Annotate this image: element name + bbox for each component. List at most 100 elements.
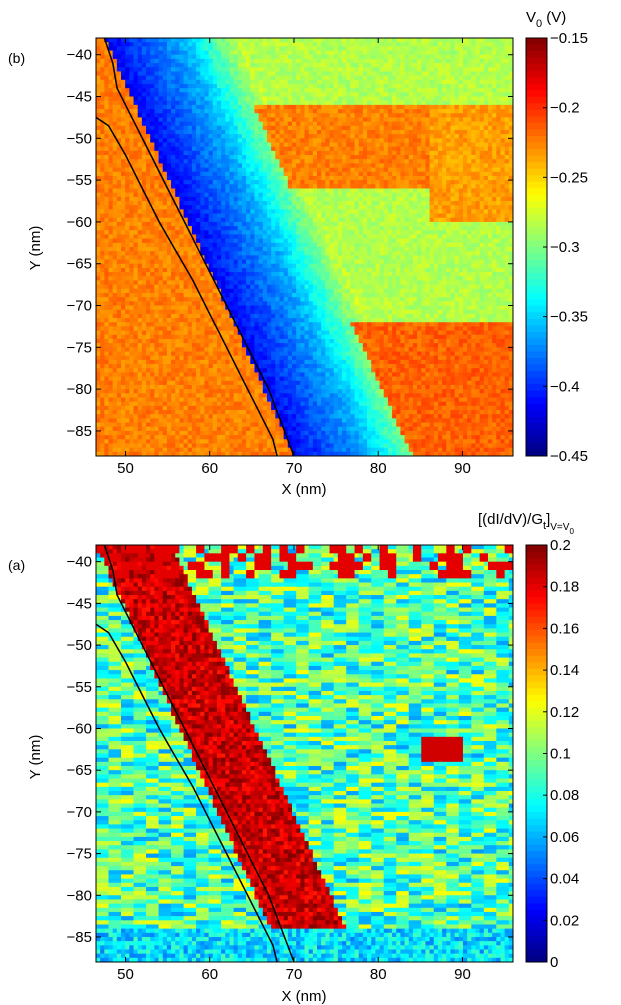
heatmap-cell bbox=[317, 76, 322, 81]
heatmap-cell bbox=[430, 226, 435, 231]
heatmap-cell bbox=[96, 138, 101, 143]
heatmap-cell bbox=[413, 63, 418, 68]
heatmap-cell bbox=[425, 193, 430, 198]
heatmap-cell bbox=[400, 76, 405, 81]
heatmap-cell bbox=[492, 243, 497, 248]
heatmap-cell bbox=[284, 46, 289, 51]
heatmap-cell bbox=[417, 122, 422, 127]
heatmap-cell bbox=[313, 88, 318, 93]
heatmap-cell bbox=[96, 143, 101, 148]
heatmap-cell bbox=[500, 130, 505, 135]
heatmap-cell bbox=[138, 201, 143, 206]
heatmap-cell bbox=[263, 201, 268, 206]
heatmap-cell bbox=[338, 55, 343, 60]
heatmap-cell bbox=[305, 76, 310, 81]
heatmap-cell bbox=[350, 168, 355, 173]
heatmap-cell bbox=[375, 184, 380, 189]
heatmap-cell bbox=[159, 239, 164, 244]
heatmap-cell bbox=[438, 239, 443, 244]
heatmap-cell bbox=[279, 138, 284, 143]
heatmap-cell bbox=[163, 63, 168, 68]
heatmap-cell bbox=[263, 55, 268, 60]
heatmap-cell bbox=[96, 197, 101, 202]
heatmap-cell bbox=[330, 109, 335, 114]
heatmap-cell bbox=[159, 88, 164, 93]
heatmap-cell bbox=[129, 59, 134, 64]
heatmap-cell bbox=[200, 51, 205, 56]
heatmap-cell bbox=[229, 209, 234, 214]
heatmap-cell bbox=[217, 197, 222, 202]
heatmap-cell bbox=[330, 163, 335, 168]
heatmap-cell bbox=[259, 92, 264, 97]
heatmap-cell bbox=[500, 230, 505, 235]
heatmap-cell bbox=[288, 193, 293, 198]
heatmap-cell bbox=[350, 109, 355, 114]
heatmap-cell bbox=[284, 214, 289, 219]
heatmap-cell bbox=[284, 117, 289, 122]
heatmap-cell bbox=[321, 168, 326, 173]
heatmap-cell bbox=[430, 172, 435, 177]
heatmap-cell bbox=[325, 209, 330, 214]
heatmap-cell bbox=[334, 46, 339, 51]
heatmap-cell bbox=[242, 109, 247, 114]
heatmap-cell bbox=[450, 205, 455, 210]
heatmap-cell bbox=[405, 71, 410, 76]
heatmap-cell bbox=[250, 172, 255, 177]
heatmap-cell bbox=[400, 38, 405, 43]
heatmap-cell bbox=[263, 243, 268, 248]
heatmap-cell bbox=[309, 155, 314, 160]
heatmap-cell bbox=[500, 76, 505, 81]
heatmap-cell bbox=[146, 76, 151, 81]
heatmap-cell bbox=[430, 76, 435, 81]
heatmap-cell bbox=[104, 214, 109, 219]
heatmap-cell bbox=[505, 222, 510, 227]
heatmap-cell bbox=[100, 109, 105, 114]
heatmap-cell bbox=[505, 59, 510, 64]
heatmap-cell bbox=[154, 188, 159, 193]
heatmap-cell bbox=[213, 184, 218, 189]
heatmap-cell bbox=[417, 151, 422, 156]
heatmap-cell bbox=[109, 138, 114, 143]
heatmap-cell bbox=[484, 184, 489, 189]
heatmap-cell bbox=[480, 80, 485, 85]
heatmap-cell bbox=[100, 42, 105, 47]
heatmap-cell bbox=[346, 63, 351, 68]
heatmap-cell bbox=[192, 151, 197, 156]
heatmap-cell bbox=[505, 84, 510, 89]
heatmap-cell bbox=[288, 138, 293, 143]
heatmap-cell bbox=[254, 243, 259, 248]
heatmap-cell bbox=[500, 97, 505, 102]
heatmap-cell bbox=[213, 101, 218, 106]
heatmap-cell bbox=[359, 51, 364, 56]
heatmap-cell bbox=[496, 138, 501, 143]
heatmap-cell bbox=[229, 163, 234, 168]
heatmap-cell bbox=[367, 134, 372, 139]
heatmap-cell bbox=[238, 239, 243, 244]
heatmap-cell bbox=[455, 38, 460, 43]
heatmap-cell bbox=[250, 80, 255, 85]
heatmap-cell bbox=[242, 117, 247, 122]
heatmap-cell bbox=[317, 155, 322, 160]
heatmap-cell bbox=[363, 42, 368, 47]
heatmap-cell bbox=[254, 88, 259, 93]
heatmap-cell bbox=[104, 176, 109, 181]
heatmap-cell bbox=[204, 239, 209, 244]
heatmap-cell bbox=[384, 147, 389, 152]
heatmap-cell bbox=[400, 101, 405, 106]
heatmap-cell bbox=[146, 109, 151, 114]
heatmap-cell bbox=[421, 76, 426, 81]
heatmap-cell bbox=[417, 239, 422, 244]
heatmap-cell bbox=[455, 176, 460, 181]
heatmap-cell bbox=[259, 130, 264, 135]
heatmap-cell bbox=[450, 193, 455, 198]
heatmap-cell bbox=[388, 205, 393, 210]
heatmap-cell bbox=[346, 218, 351, 223]
heatmap-cell bbox=[338, 117, 343, 122]
heatmap-cell bbox=[455, 84, 460, 89]
heatmap-cell bbox=[175, 151, 180, 156]
heatmap-cell bbox=[492, 63, 497, 68]
heatmap-cell bbox=[279, 155, 284, 160]
heatmap-cell bbox=[288, 130, 293, 135]
heatmap-cell bbox=[400, 42, 405, 47]
heatmap-cell bbox=[363, 155, 368, 160]
